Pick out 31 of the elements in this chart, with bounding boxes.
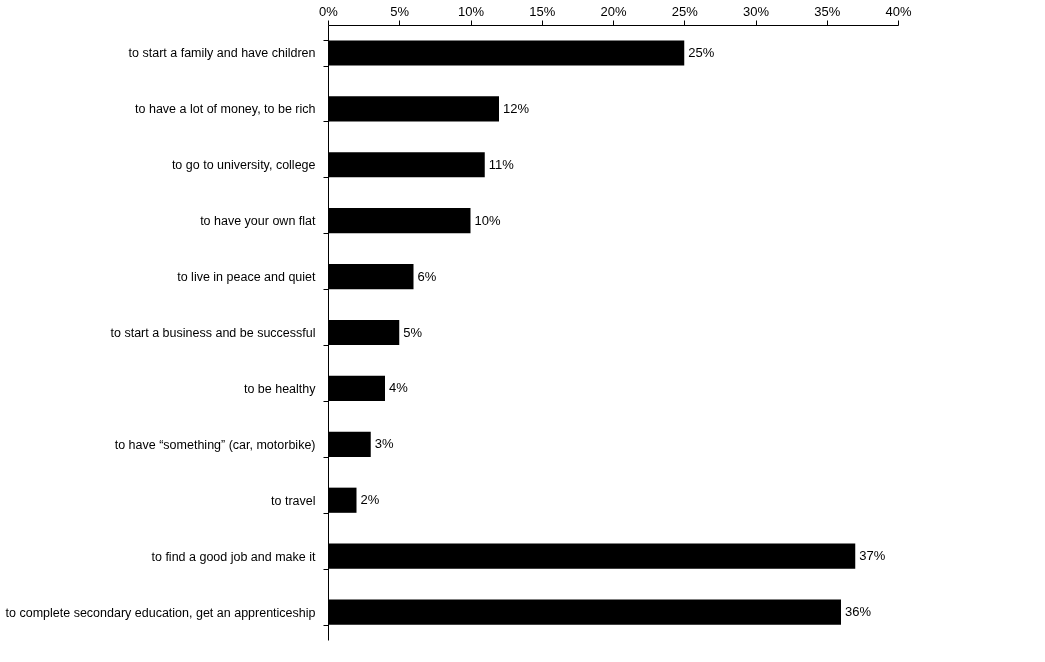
y-tick-label: to go to university, college: [171, 158, 316, 173]
x-tick-label: 20%: [600, 3, 627, 19]
y-tick-label: to complete secondary education, get an apprenticeship: [5, 605, 316, 620]
data-label: 3%: [374, 436, 394, 452]
data-label: 5%: [403, 324, 423, 340]
y-tick-label: to have “something” (car, motorbike): [114, 437, 316, 452]
y-tick-label: to be healthy: [243, 381, 317, 396]
x-tick-label: 5%: [390, 3, 410, 19]
y-tick-label: to find a good job and make it: [151, 549, 317, 564]
x-tick-label: 25%: [671, 3, 699, 19]
data-label: 4%: [389, 380, 409, 396]
y-tick-label: to travel: [271, 493, 316, 508]
x-tick-label: 15%: [529, 3, 556, 19]
y-tick-label: to start a family and have children: [128, 46, 316, 61]
x-tick-label: 35%: [814, 3, 841, 19]
data-label: 6%: [417, 268, 437, 284]
data-label: 36%: [845, 604, 872, 620]
y-tick-label: to start a business and be successful: [110, 326, 316, 340]
data-label: 2%: [360, 492, 380, 508]
data-label: 25%: [688, 44, 715, 60]
y-tick-label: to have a lot of money, to be rich: [135, 102, 316, 117]
x-tick-label: 30%: [742, 3, 770, 19]
data-label: 37%: [859, 548, 886, 564]
y-tick-label: to have your own flat: [200, 214, 317, 229]
y-tick-label: to live in peace and quiet: [177, 270, 317, 285]
x-tick-label: 10%: [457, 3, 485, 19]
data-label: 12%: [503, 100, 530, 116]
x-tick-label: 0%: [319, 3, 339, 19]
data-label: 11%: [488, 156, 515, 172]
data-label: 10%: [474, 212, 501, 228]
x-tick-label: 40%: [885, 3, 912, 19]
